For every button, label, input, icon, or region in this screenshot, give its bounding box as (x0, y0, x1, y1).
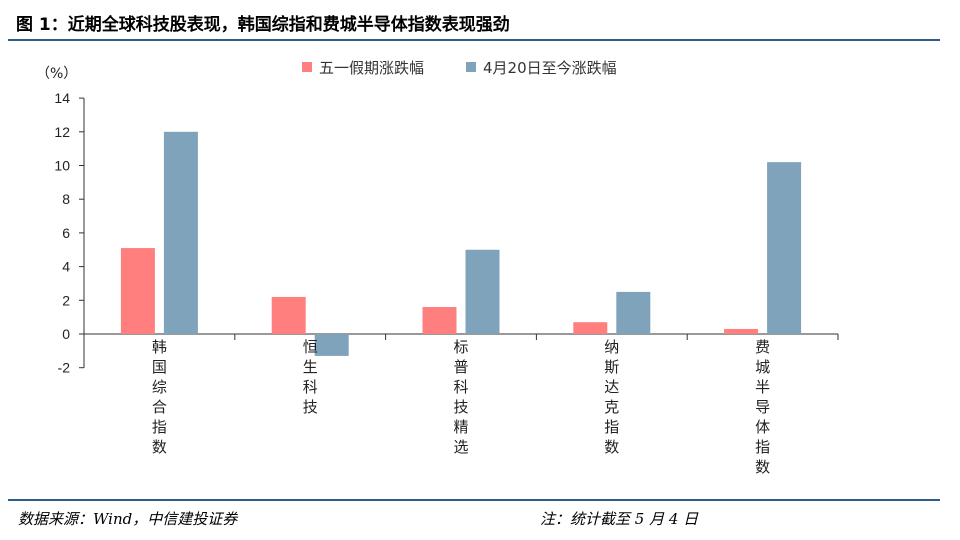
y-tick-label: 10 (54, 158, 70, 174)
y-tick-label: 0 (62, 326, 70, 342)
legend-since-apr20-label: 4月20日至今涨跌幅 (483, 59, 617, 77)
figure-title: 图 1：近期全球科技股表现，韩国综指和费城半导体指数表现强劲 (16, 15, 510, 35)
bar-since-apr20 (314, 334, 349, 356)
bar-since-apr20 (163, 131, 198, 334)
y-unit-label: （%） (36, 66, 77, 82)
category-label: 标普科技精选 (453, 338, 468, 456)
cutoff-note: 注：统计截至 5 月 4 日 (540, 510, 699, 528)
legend-holiday-swatch (302, 62, 312, 72)
bar-holiday (120, 248, 155, 334)
legend-since-apr20-swatch (466, 62, 476, 72)
bar-holiday (422, 307, 457, 334)
bar-since-apr20 (465, 249, 500, 334)
bar-holiday (573, 322, 608, 334)
bar-holiday (724, 328, 759, 334)
bar-chart: -2 0 2 4 6 8 10 12 14 （%） 韩国综合指数 恒生科技 标普科技精选 纳斯达克指数 费城… (36, 59, 839, 476)
bottom-rule (8, 499, 940, 501)
category-label: 韩国综合指数 (152, 338, 167, 456)
category-label: 恒生科技 (303, 338, 318, 416)
y-tick-label: 8 (62, 191, 70, 207)
bar-since-apr20 (767, 162, 802, 334)
bar-holiday (271, 296, 306, 334)
legend-holiday-label: 五一假期涨跌幅 (319, 59, 424, 77)
y-tick-label: -2 (58, 360, 71, 376)
y-tick-label: 14 (54, 90, 70, 106)
category-label: 费城半导体指数 (755, 338, 770, 476)
y-tick-label: 6 (62, 225, 70, 241)
y-tick-label: 12 (54, 124, 70, 140)
y-tick-label: 4 (62, 259, 70, 275)
top-rule (8, 39, 940, 41)
source-note: 数据来源：Wind，中信建投证券 (18, 510, 238, 528)
bar-since-apr20 (616, 291, 651, 334)
y-tick-label: 2 (62, 292, 70, 308)
category-label: 纳斯达克指数 (604, 338, 619, 456)
